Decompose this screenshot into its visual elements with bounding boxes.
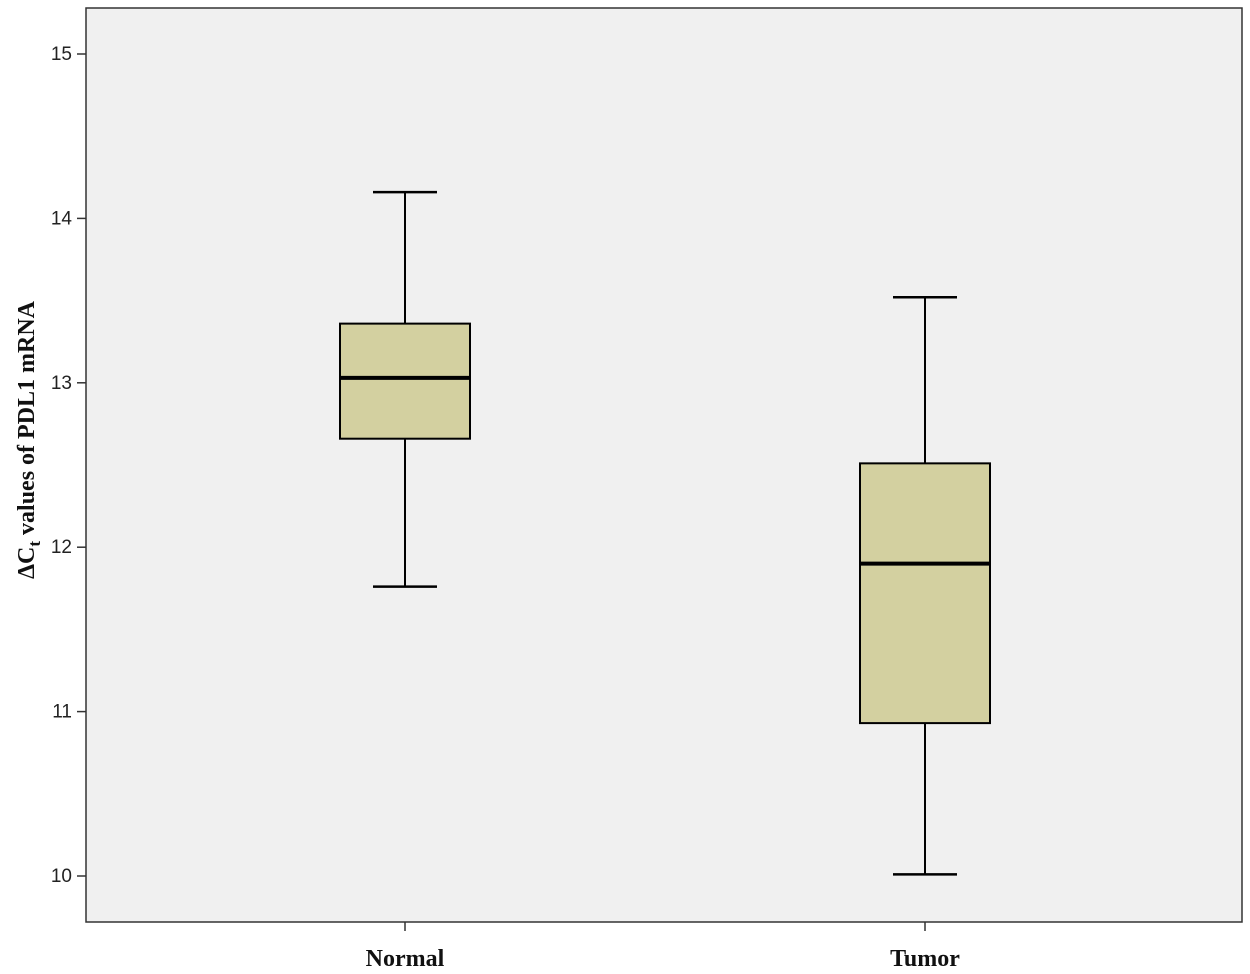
iqr-box [859, 462, 991, 725]
y-axis: 10 11 12 13 14 15 [51, 44, 86, 887]
y-tick-label: 11 [52, 702, 72, 723]
boxes [339, 190, 991, 876]
plot-area [85, 7, 1243, 923]
y-tick-label: 14 [51, 208, 73, 229]
box-normal [339, 190, 471, 588]
x-axis: Normal Tumor [366, 922, 960, 972]
y-tick-label: 13 [51, 373, 72, 394]
box-tumor [859, 296, 991, 876]
y-axis-title-prefix: ΔC [14, 547, 40, 579]
y-tick-label: 15 [51, 44, 72, 65]
iqr-box [339, 322, 471, 440]
x-category-label: Tumor [890, 946, 960, 972]
y-tick-label: 10 [51, 866, 72, 887]
y-axis-title-subscript: t [25, 541, 44, 547]
y-axis-title-suffix: values of PDL1 mRNA [14, 300, 40, 541]
y-axis-title: ΔCt values of PDL1 mRNA [14, 300, 44, 579]
y-tick-label: 12 [51, 537, 72, 558]
x-category-label: Normal [366, 946, 445, 972]
